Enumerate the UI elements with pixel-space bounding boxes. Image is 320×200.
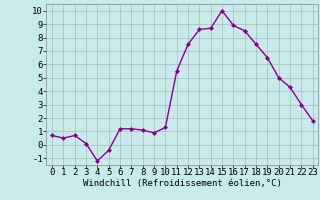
X-axis label: Windchill (Refroidissement éolien,°C): Windchill (Refroidissement éolien,°C) (83, 179, 282, 188)
